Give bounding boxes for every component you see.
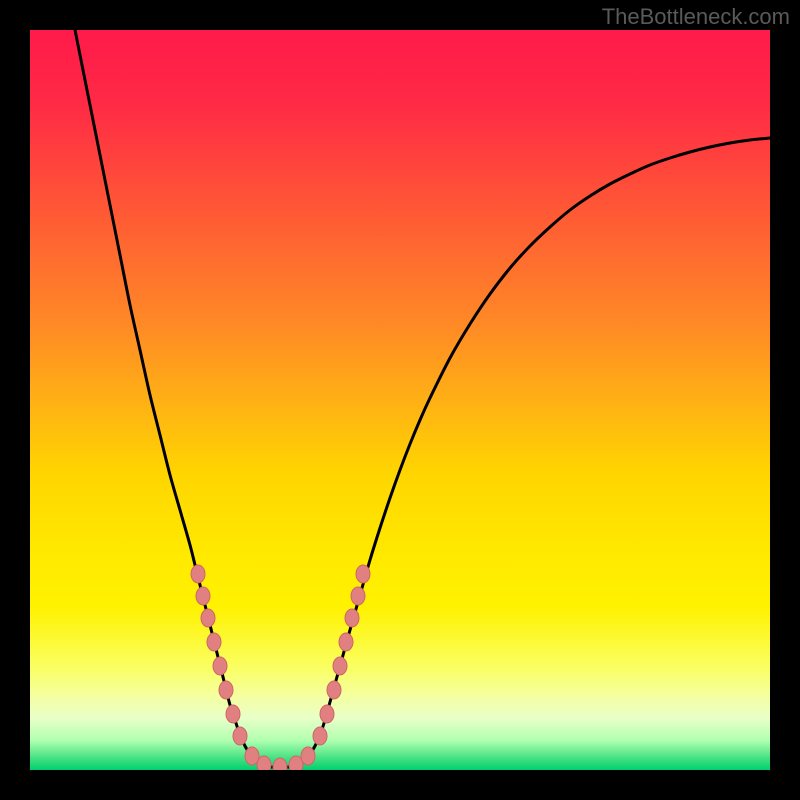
curve-marker <box>207 633 221 651</box>
curve-layer <box>30 30 770 770</box>
curve-marker <box>301 747 315 765</box>
curve-marker <box>191 565 205 583</box>
plot-area <box>30 30 770 770</box>
curve-marker <box>313 727 327 745</box>
curve-marker <box>339 633 353 651</box>
curve-marker <box>213 657 227 675</box>
curve-marker <box>320 705 334 723</box>
curve-marker <box>226 705 240 723</box>
curve-marker <box>233 727 247 745</box>
curve-marker <box>201 609 215 627</box>
curve-marker <box>351 587 365 605</box>
curve-marker <box>196 587 210 605</box>
curve-marker <box>333 657 347 675</box>
curve-marker <box>345 609 359 627</box>
bottleneck-curve <box>75 30 770 767</box>
watermark-text: TheBottleneck.com <box>602 4 790 30</box>
curve-marker <box>327 681 341 699</box>
curve-marker <box>219 681 233 699</box>
marker-group <box>191 565 370 770</box>
curve-marker <box>257 756 271 770</box>
curve-marker <box>356 565 370 583</box>
curve-marker <box>273 758 287 770</box>
